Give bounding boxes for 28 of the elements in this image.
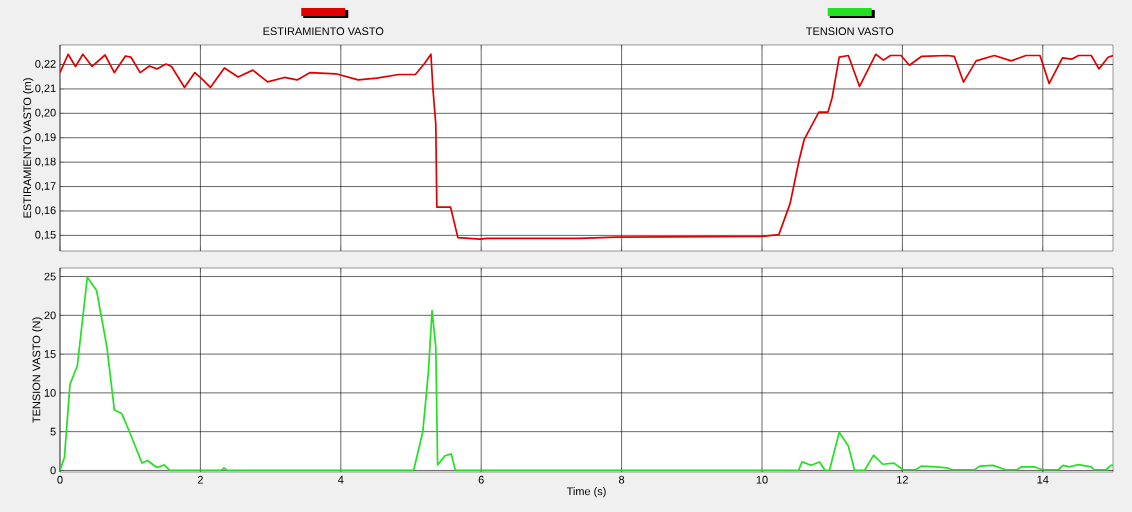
x-tick-label: 6 bbox=[478, 475, 484, 484]
y-tick-label: 15 bbox=[44, 350, 56, 358]
y-tick-label: 25 bbox=[44, 272, 56, 281]
y-tick-label: 0 bbox=[50, 466, 56, 475]
x-axis-title: Time (s) bbox=[566, 487, 606, 498]
y-axis-title: TENSION VASTO (N) bbox=[32, 317, 43, 423]
y-tick-label: 0,15 bbox=[35, 230, 56, 240]
legend-label: ESTIRAMIENTO VASTO bbox=[263, 27, 384, 36]
y-tick-label: 0,17 bbox=[35, 182, 56, 192]
y-tick-label: 20 bbox=[44, 311, 56, 320]
legend-label: TENSION VASTO bbox=[806, 27, 894, 36]
y-tick-label: 0,18 bbox=[35, 157, 56, 167]
x-tick-label: 14 bbox=[1037, 475, 1049, 484]
y-tick-label: 0,16 bbox=[35, 206, 56, 216]
x-tick-label: 10 bbox=[756, 475, 768, 484]
y-tick-label: 0,21 bbox=[35, 84, 56, 94]
x-tick-label: 2 bbox=[197, 475, 203, 484]
y-tick-label: 10 bbox=[44, 389, 56, 397]
x-tick-label: 0 bbox=[57, 475, 63, 484]
y-tick-label: 0,20 bbox=[35, 108, 56, 118]
y-tick-label: 0,19 bbox=[35, 133, 56, 143]
x-tick-label: 4 bbox=[338, 475, 344, 484]
x-tick-label: 12 bbox=[897, 475, 908, 484]
y-axis-title: ESTIRAMIENTO VASTO (m) bbox=[23, 78, 34, 218]
y-tick-label: 5 bbox=[50, 427, 56, 436]
line-series bbox=[60, 53, 1113, 240]
y-tick-label: 0,22 bbox=[35, 60, 56, 70]
x-tick-label: 8 bbox=[619, 475, 625, 484]
